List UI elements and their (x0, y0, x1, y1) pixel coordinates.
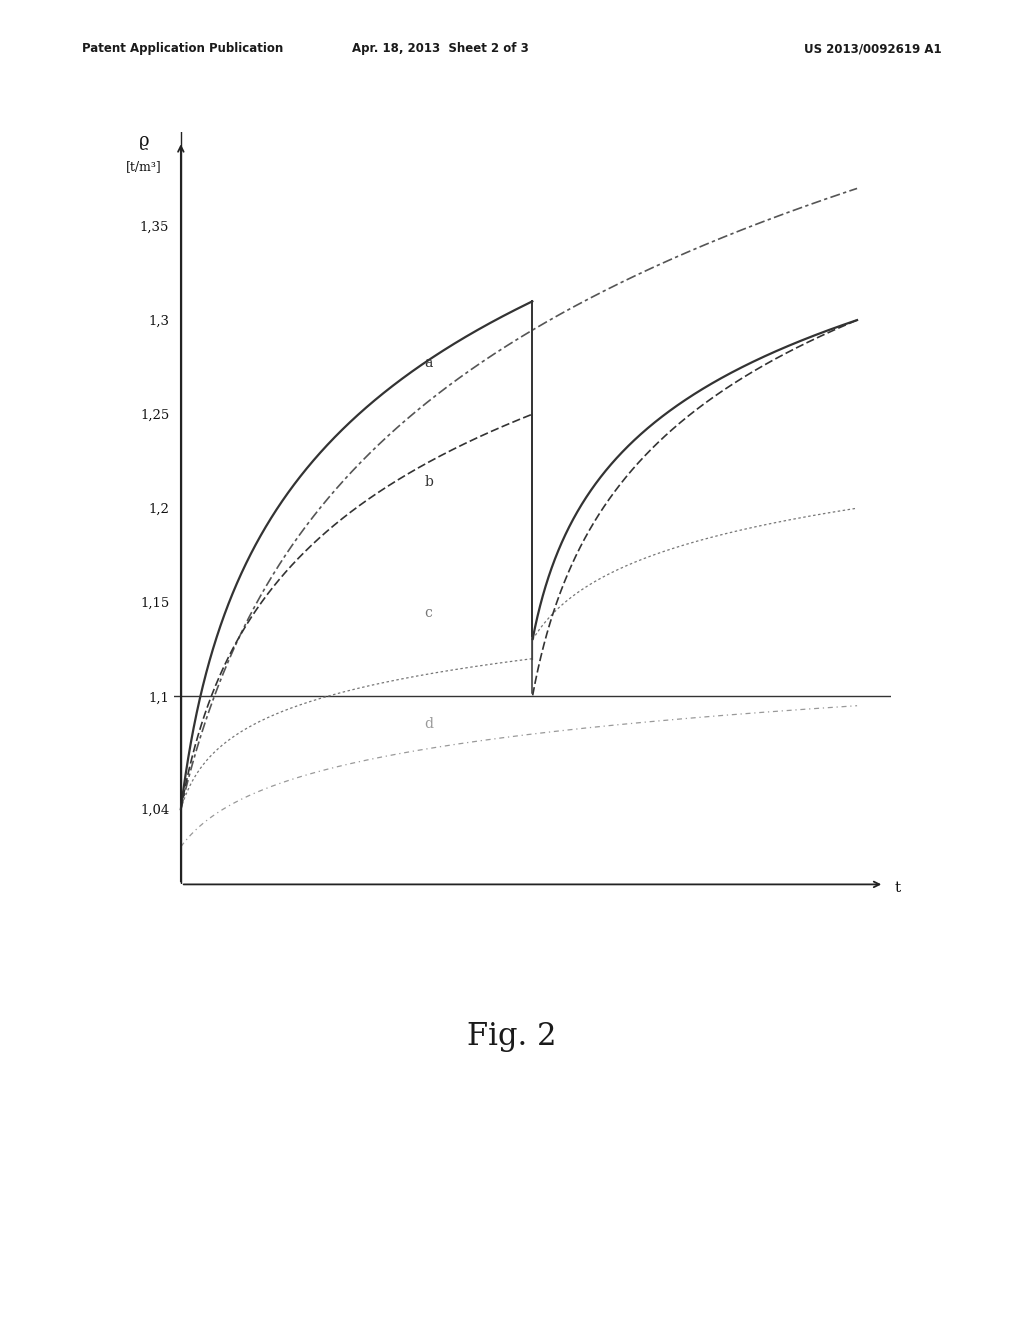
Text: a: a (424, 356, 433, 370)
Text: Patent Application Publication: Patent Application Publication (82, 42, 284, 55)
Text: c: c (424, 606, 432, 620)
Text: b: b (424, 475, 433, 488)
Text: Fig. 2: Fig. 2 (467, 1020, 557, 1052)
Text: Apr. 18, 2013  Sheet 2 of 3: Apr. 18, 2013 Sheet 2 of 3 (352, 42, 528, 55)
Text: US 2013/0092619 A1: US 2013/0092619 A1 (805, 42, 942, 55)
Text: ϱ: ϱ (138, 132, 148, 150)
Text: t: t (894, 882, 900, 895)
Text: d: d (424, 717, 433, 731)
Text: [t/m³]: [t/m³] (126, 160, 162, 173)
